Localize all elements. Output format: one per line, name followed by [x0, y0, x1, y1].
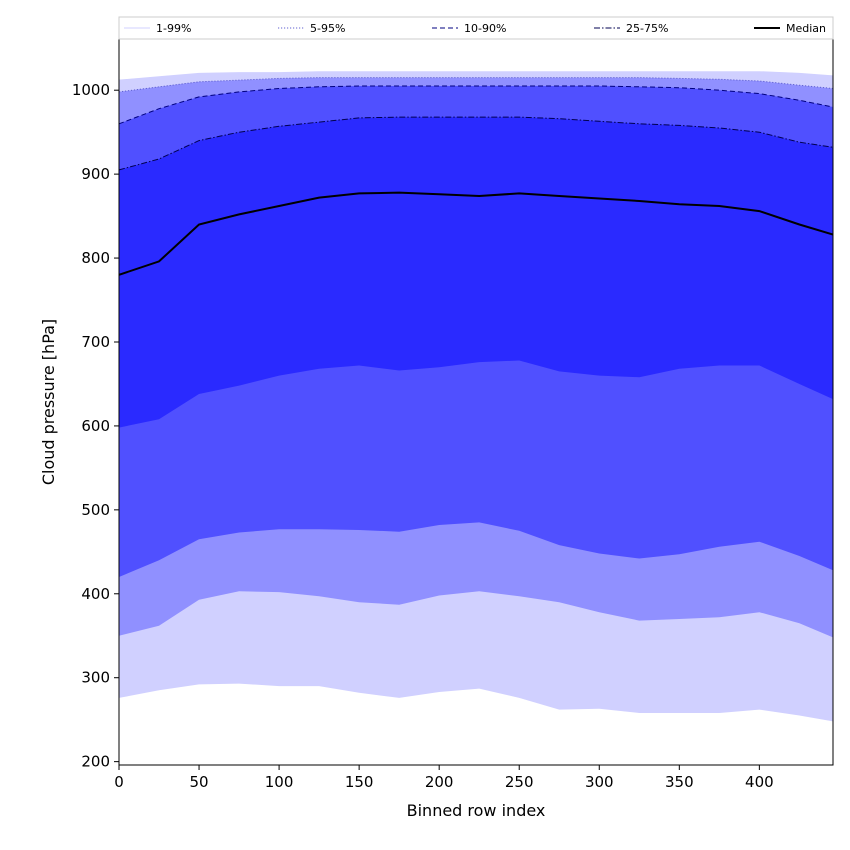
- legend-label-median: Median: [786, 22, 826, 35]
- x-tick-label: 50: [189, 773, 208, 791]
- y-tick-label: 800: [81, 249, 110, 267]
- y-axis-ticks: 200 300 400 500 600 700 800 900 1000: [72, 81, 119, 771]
- band-5-95-upper-line: [118, 77, 834, 93]
- x-tick-label: 100: [265, 773, 294, 791]
- legend-label-5-95: 5-95%: [310, 22, 345, 35]
- y-axis-label: Cloud pressure [hPa]: [39, 319, 58, 485]
- x-tick-label: 300: [585, 773, 614, 791]
- band-1-99-upper-line: [118, 71, 834, 81]
- y-tick-label: 500: [81, 501, 110, 519]
- x-axis-label: Binned row index: [407, 801, 546, 820]
- legend-label-10-90: 10-90%: [464, 22, 506, 35]
- y-tick-label: 700: [81, 333, 110, 351]
- y-tick-label: 900: [81, 165, 110, 183]
- band-10-90-upper-line: [118, 85, 834, 125]
- series-lines: [118, 71, 834, 276]
- legend: 1-99% 5-95% 10-90% 25-75% Median: [118, 16, 834, 40]
- y-tick-label: 1000: [72, 81, 110, 99]
- legend-label-25-75: 25-75%: [626, 22, 668, 35]
- x-tick-label: 150: [345, 773, 374, 791]
- band-areas: [119, 71, 833, 722]
- series-line-median: [118, 191, 834, 276]
- x-tick-label: 250: [505, 773, 534, 791]
- y-tick-label: 400: [81, 585, 110, 603]
- x-tick-label: 0: [114, 773, 124, 791]
- legend-label-1-99: 1-99%: [156, 22, 191, 35]
- x-tick-label: 400: [745, 773, 774, 791]
- band-25-75: [119, 117, 833, 428]
- x-tick-label: 200: [425, 773, 454, 791]
- y-tick-label: 600: [81, 417, 110, 435]
- y-tick-label: 200: [81, 753, 110, 771]
- legend-box: [118, 16, 834, 40]
- y-tick-label: 300: [81, 669, 110, 687]
- x-tick-label: 350: [665, 773, 694, 791]
- x-axis-ticks: 0 50 100 150 200 250 300 350 400: [114, 765, 774, 791]
